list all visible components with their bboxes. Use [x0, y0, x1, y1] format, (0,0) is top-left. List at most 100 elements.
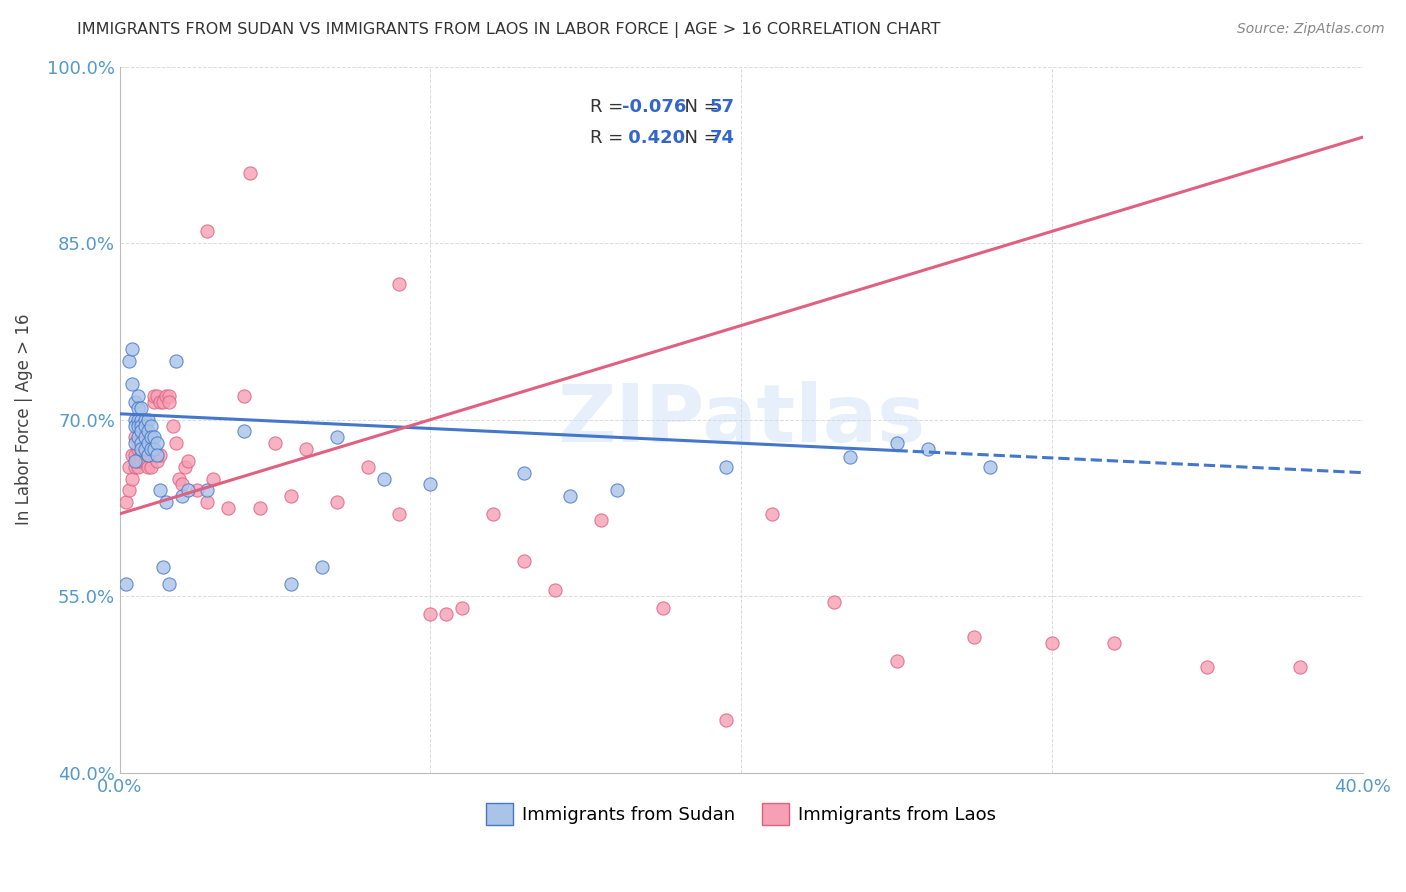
- Point: [149, 483, 172, 498]
- Point: [124, 436, 146, 450]
- Point: [142, 448, 165, 462]
- Point: [174, 459, 197, 474]
- Point: [512, 466, 534, 480]
- Point: [139, 442, 162, 456]
- Point: [136, 436, 159, 450]
- Point: [142, 430, 165, 444]
- Point: [170, 489, 193, 503]
- Text: R =: R =: [589, 98, 628, 116]
- Point: [606, 483, 628, 498]
- Point: [146, 448, 169, 462]
- Point: [131, 425, 153, 439]
- Point: [121, 377, 143, 392]
- Point: [124, 418, 146, 433]
- Point: [419, 607, 441, 621]
- Point: [886, 436, 908, 450]
- Point: [170, 477, 193, 491]
- Point: [136, 448, 159, 462]
- Point: [280, 489, 302, 503]
- Point: [146, 389, 169, 403]
- Point: [121, 342, 143, 356]
- Point: [134, 418, 156, 433]
- Point: [118, 483, 141, 498]
- Text: ZIPatlas: ZIPatlas: [557, 381, 925, 458]
- Point: [124, 459, 146, 474]
- Point: [146, 454, 169, 468]
- Point: [195, 224, 218, 238]
- Point: [142, 395, 165, 409]
- Point: [165, 436, 187, 450]
- Point: [136, 425, 159, 439]
- Y-axis label: In Labor Force | Age > 16: In Labor Force | Age > 16: [15, 314, 32, 525]
- Point: [311, 559, 333, 574]
- Point: [139, 418, 162, 433]
- Point: [326, 430, 349, 444]
- Point: [838, 450, 860, 465]
- Point: [136, 436, 159, 450]
- Point: [139, 448, 162, 462]
- Point: [761, 507, 783, 521]
- Point: [186, 483, 208, 498]
- Point: [155, 389, 177, 403]
- Point: [136, 412, 159, 426]
- Point: [917, 442, 939, 456]
- Point: [714, 713, 737, 727]
- Point: [152, 559, 174, 574]
- Point: [823, 595, 845, 609]
- Point: [239, 165, 262, 179]
- Point: [142, 389, 165, 403]
- Point: [134, 412, 156, 426]
- Point: [481, 507, 503, 521]
- Point: [139, 459, 162, 474]
- Point: [295, 442, 318, 456]
- Point: [264, 436, 287, 450]
- Point: [177, 483, 200, 498]
- Point: [1040, 636, 1063, 650]
- Point: [560, 489, 582, 503]
- Point: [127, 412, 149, 426]
- Point: [963, 631, 986, 645]
- Point: [115, 495, 138, 509]
- Text: N =: N =: [673, 98, 724, 116]
- Text: 57: 57: [710, 98, 735, 116]
- Point: [149, 395, 172, 409]
- Point: [419, 477, 441, 491]
- Point: [121, 448, 143, 462]
- Point: [131, 430, 153, 444]
- Point: [131, 436, 153, 450]
- Point: [388, 277, 411, 292]
- Point: [249, 500, 271, 515]
- Point: [544, 583, 567, 598]
- Point: [233, 389, 256, 403]
- Point: [155, 495, 177, 509]
- Text: 0.420: 0.420: [621, 128, 685, 147]
- Point: [131, 412, 153, 426]
- Text: IMMIGRANTS FROM SUDAN VS IMMIGRANTS FROM LAOS IN LABOR FORCE | AGE > 16 CORRELAT: IMMIGRANTS FROM SUDAN VS IMMIGRANTS FROM…: [77, 22, 941, 38]
- Point: [131, 418, 153, 433]
- Text: N =: N =: [673, 128, 724, 147]
- Point: [218, 500, 240, 515]
- Point: [131, 454, 153, 468]
- Point: [652, 601, 675, 615]
- Point: [280, 577, 302, 591]
- Point: [136, 459, 159, 474]
- Point: [127, 389, 149, 403]
- Point: [886, 654, 908, 668]
- Point: [124, 448, 146, 462]
- Point: [134, 442, 156, 456]
- Point: [979, 459, 1001, 474]
- Point: [134, 430, 156, 444]
- Point: [124, 454, 146, 468]
- Point: [177, 454, 200, 468]
- Point: [142, 442, 165, 456]
- Point: [1102, 636, 1125, 650]
- Text: Source: ZipAtlas.com: Source: ZipAtlas.com: [1237, 22, 1385, 37]
- Point: [1197, 660, 1219, 674]
- Point: [127, 442, 149, 456]
- Point: [118, 459, 141, 474]
- Point: [162, 418, 184, 433]
- Point: [1289, 660, 1312, 674]
- Point: [357, 459, 380, 474]
- Point: [134, 454, 156, 468]
- Point: [127, 454, 149, 468]
